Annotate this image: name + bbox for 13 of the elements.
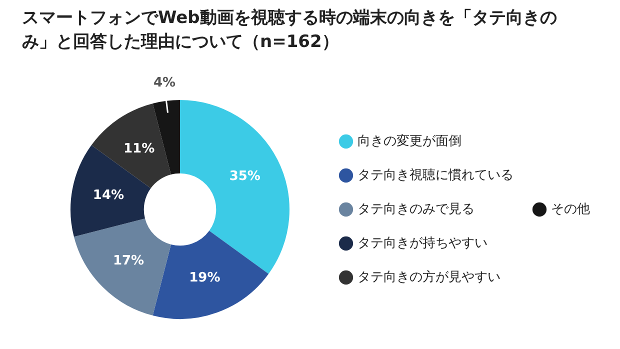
legend-label: タテ向きの方が見やすい [358,268,500,285]
data-label: 4% [153,75,176,90]
legend-label: タテ向き視聴に慣れている [358,168,514,183]
data-label: 17% [112,253,144,268]
data-label: 35% [229,168,260,184]
legend-label: タテ向きのみで見る [358,202,474,217]
legend-label: タテ向きが持ちやすい [358,236,488,251]
chart-title: スマートフォンでWeb動画を視聴する時の端末の向きを「タテ向きのみ」と回答した理由について（n=162） [22,7,558,54]
legend-label: 向きの変更が面倒 [358,132,462,149]
data-label: 14% [92,188,124,204]
data-label: 11% [124,142,155,157]
data-label: 19% [189,270,220,286]
legend-label: その他 [551,202,590,217]
